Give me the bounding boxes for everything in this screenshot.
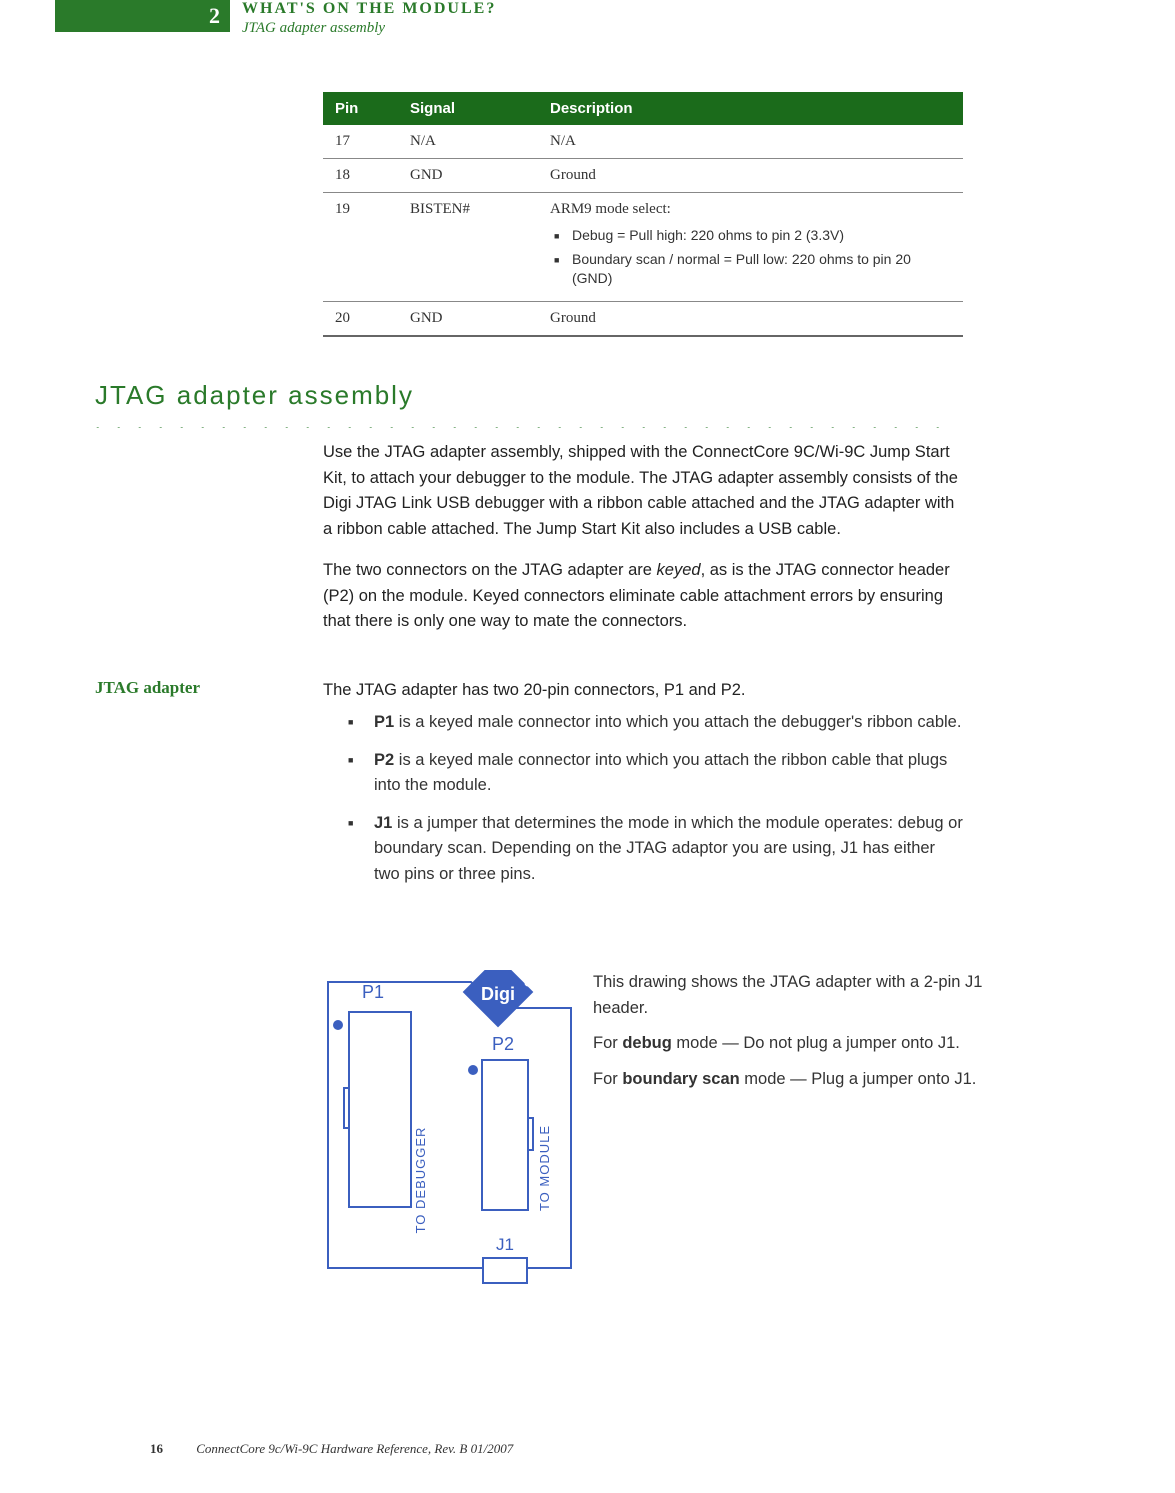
- adapter-list: P1 is a keyed male connector into which …: [348, 710, 963, 899]
- cell-pin: 20: [323, 301, 398, 336]
- diagram-p2-label: P2: [492, 1034, 514, 1054]
- header-titles: WHAT'S ON THE MODULE? JTAG adapter assem…: [242, 0, 496, 37]
- page-number: 16: [150, 1441, 163, 1456]
- chapter-number: 2: [209, 3, 220, 29]
- table-container: Pin Signal Description 17N/AN/A18GNDGrou…: [323, 92, 963, 337]
- pin-table: Pin Signal Description 17N/AN/A18GNDGrou…: [323, 92, 963, 337]
- cell-pin: 18: [323, 159, 398, 193]
- adapter-diagram: P1 TO DEBUGGER Digi R P2 TO MODULE J1: [323, 970, 578, 1290]
- chapter-number-box: 2: [55, 0, 230, 32]
- cell-signal: N/A: [398, 125, 538, 159]
- chapter-title: WHAT'S ON THE MODULE?: [242, 0, 496, 18]
- desc-bullet: Debug = Pull high: 220 ohms to pin 2 (3.…: [550, 226, 951, 246]
- adapter-intro: The JTAG adapter has two 20-pin connecto…: [323, 678, 963, 704]
- diagram-j1-label: J1: [496, 1235, 514, 1254]
- subsection-label: JTAG adapter: [95, 678, 200, 698]
- table-row: 17N/AN/A: [323, 125, 963, 159]
- side-line1: This drawing shows the JTAG adapter with…: [593, 970, 998, 1021]
- dotted-rule: . . . . . . . . . . . . . . . . . . . . …: [95, 420, 965, 428]
- footer-text: ConnectCore 9c/Wi-9C Hardware Reference,…: [196, 1441, 513, 1456]
- diagram-logo-text: Digi: [481, 984, 515, 1004]
- section-heading: JTAG adapter assembly: [95, 380, 414, 411]
- para2-prefix: The two connectors on the JTAG adapter a…: [323, 561, 657, 579]
- side-line3: For boundary scan mode — Plug a jumper o…: [593, 1067, 998, 1093]
- diagram-p1-label: P1: [362, 982, 384, 1002]
- cell-signal: GND: [398, 159, 538, 193]
- cell-signal: GND: [398, 301, 538, 336]
- desc-bullet: Boundary scan / normal = Pull low: 220 o…: [550, 250, 951, 289]
- cell-description: Ground: [538, 301, 963, 336]
- side-line2: For debug mode — Do not plug a jumper on…: [593, 1031, 998, 1057]
- diagram-side-text: This drawing shows the JTAG adapter with…: [593, 970, 998, 1102]
- cell-pin: 17: [323, 125, 398, 159]
- list-item: P2 is a keyed male connector into which …: [348, 748, 963, 799]
- th-pin: Pin: [323, 92, 398, 125]
- para2-keyed: keyed: [657, 561, 701, 579]
- cell-description: Ground: [538, 159, 963, 193]
- cell-description: ARM9 mode select:Debug = Pull high: 220 …: [538, 193, 963, 302]
- table-row: 19BISTEN#ARM9 mode select:Debug = Pull h…: [323, 193, 963, 302]
- table-row: 20GNDGround: [323, 301, 963, 336]
- section-subtitle: JTAG adapter assembly: [242, 20, 496, 37]
- diagram-to-module: TO MODULE: [537, 1125, 552, 1211]
- svg-text:R: R: [526, 982, 531, 988]
- page-footer: 16 ConnectCore 9c/Wi-9C Hardware Referen…: [150, 1441, 513, 1457]
- table-row: 18GNDGround: [323, 159, 963, 193]
- cell-signal: BISTEN#: [398, 193, 538, 302]
- list-item: P1 is a keyed male connector into which …: [348, 710, 963, 736]
- intro-paragraph-2: The two connectors on the JTAG adapter a…: [323, 558, 963, 635]
- th-signal: Signal: [398, 92, 538, 125]
- page-header: 2 WHAT'S ON THE MODULE? JTAG adapter ass…: [55, 0, 496, 37]
- list-item: J1 is a jumper that determines the mode …: [348, 811, 963, 888]
- cell-pin: 19: [323, 193, 398, 302]
- th-description: Description: [538, 92, 963, 125]
- table-header-row: Pin Signal Description: [323, 92, 963, 125]
- diagram-to-debugger: TO DEBUGGER: [413, 1127, 428, 1234]
- cell-description: N/A: [538, 125, 963, 159]
- intro-paragraph-1: Use the JTAG adapter assembly, shipped w…: [323, 440, 963, 542]
